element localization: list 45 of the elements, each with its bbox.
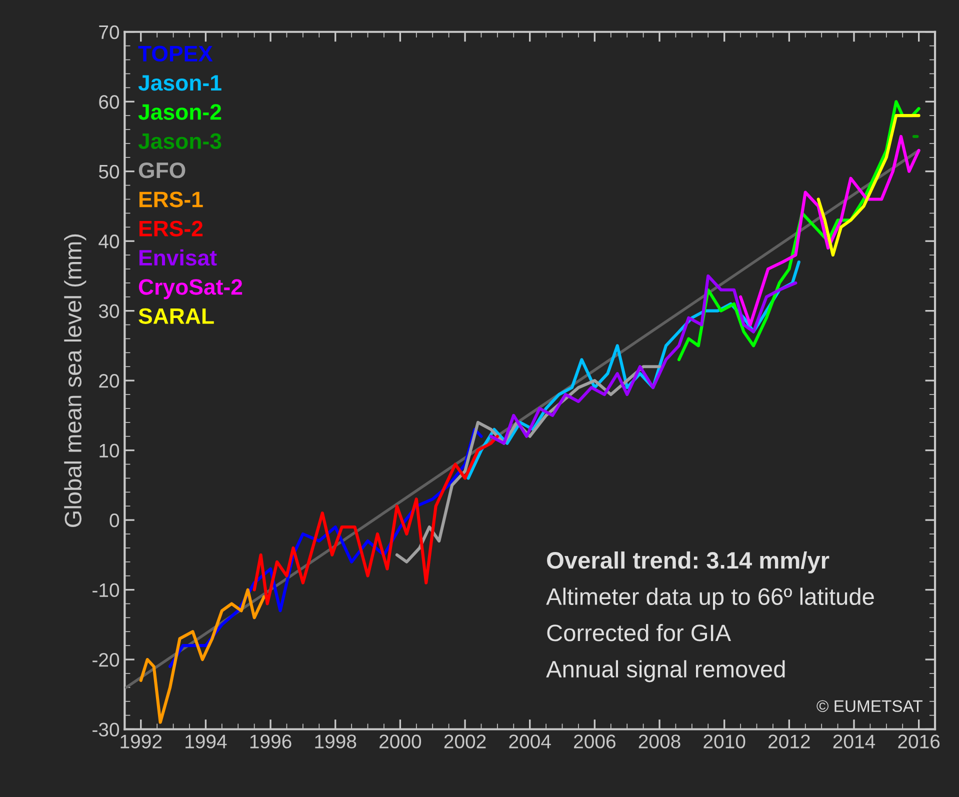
- annotation: Overall trend: 3.14 mm/yr: [547, 551, 830, 574]
- x-tick-label: 2014: [833, 734, 876, 748]
- text: Jason-3: [138, 133, 222, 150]
- text: Envisat: [139, 249, 217, 266]
- annotation: Annual signal removed: [546, 660, 785, 682]
- text: TOPEX: [138, 46, 213, 62]
- text: Jason-1: [138, 75, 222, 91]
- text: ERS-2: [139, 220, 203, 236]
- text: Jason-2: [138, 104, 222, 120]
- annotation: Corrected for GIA: [547, 624, 732, 642]
- y-tick-label: 60: [99, 95, 120, 109]
- y-tick-label: 70: [99, 25, 120, 40]
- line-series: [739, 134, 920, 326]
- y-tick-label: -20: [92, 652, 120, 667]
- line-series: [816, 114, 920, 257]
- x-tick-label: 2012: [768, 734, 810, 748]
- y-tick-label: -30: [92, 722, 120, 736]
- text: SARAL: [138, 308, 214, 324]
- text: CryoSat-2: [138, 279, 242, 300]
- x-tick-label: 1996: [250, 734, 292, 748]
- y-tick-label: 20: [99, 374, 120, 388]
- annotation: Altimeter data up to 66º latitude: [546, 588, 874, 610]
- x-tick-label: 2010: [704, 734, 746, 748]
- y-tick-label: 0: [110, 514, 120, 528]
- x-tick-label: 1994: [186, 734, 227, 748]
- y-tick-label: 40: [98, 234, 120, 248]
- x-tick-label: 2002: [444, 734, 486, 748]
- line-series: [252, 434, 499, 606]
- y-tick-label: -10: [92, 583, 120, 598]
- x-tick-label: 2004: [509, 734, 551, 748]
- text: GFO: [138, 162, 186, 178]
- y-tick-label: 30: [98, 304, 120, 318]
- line-series: [489, 274, 798, 445]
- x-tick-label: 1992: [120, 734, 162, 748]
- line-series: [139, 588, 266, 724]
- x-tick-label: 1998: [315, 734, 356, 748]
- x-tick-label: 2008: [638, 734, 680, 748]
- x-tick-label: 2016: [898, 734, 940, 748]
- y-axis-title: Global mean sea level (mm): [64, 234, 86, 527]
- x-tick-label: 2006: [574, 734, 616, 748]
- x-tick-label: 2000: [380, 734, 422, 748]
- annotation: © EUMETSAT: [816, 700, 922, 712]
- y-tick-label: 10: [100, 444, 120, 458]
- text: ERS-1: [139, 192, 203, 208]
- y-tick-label: 50: [98, 164, 120, 179]
